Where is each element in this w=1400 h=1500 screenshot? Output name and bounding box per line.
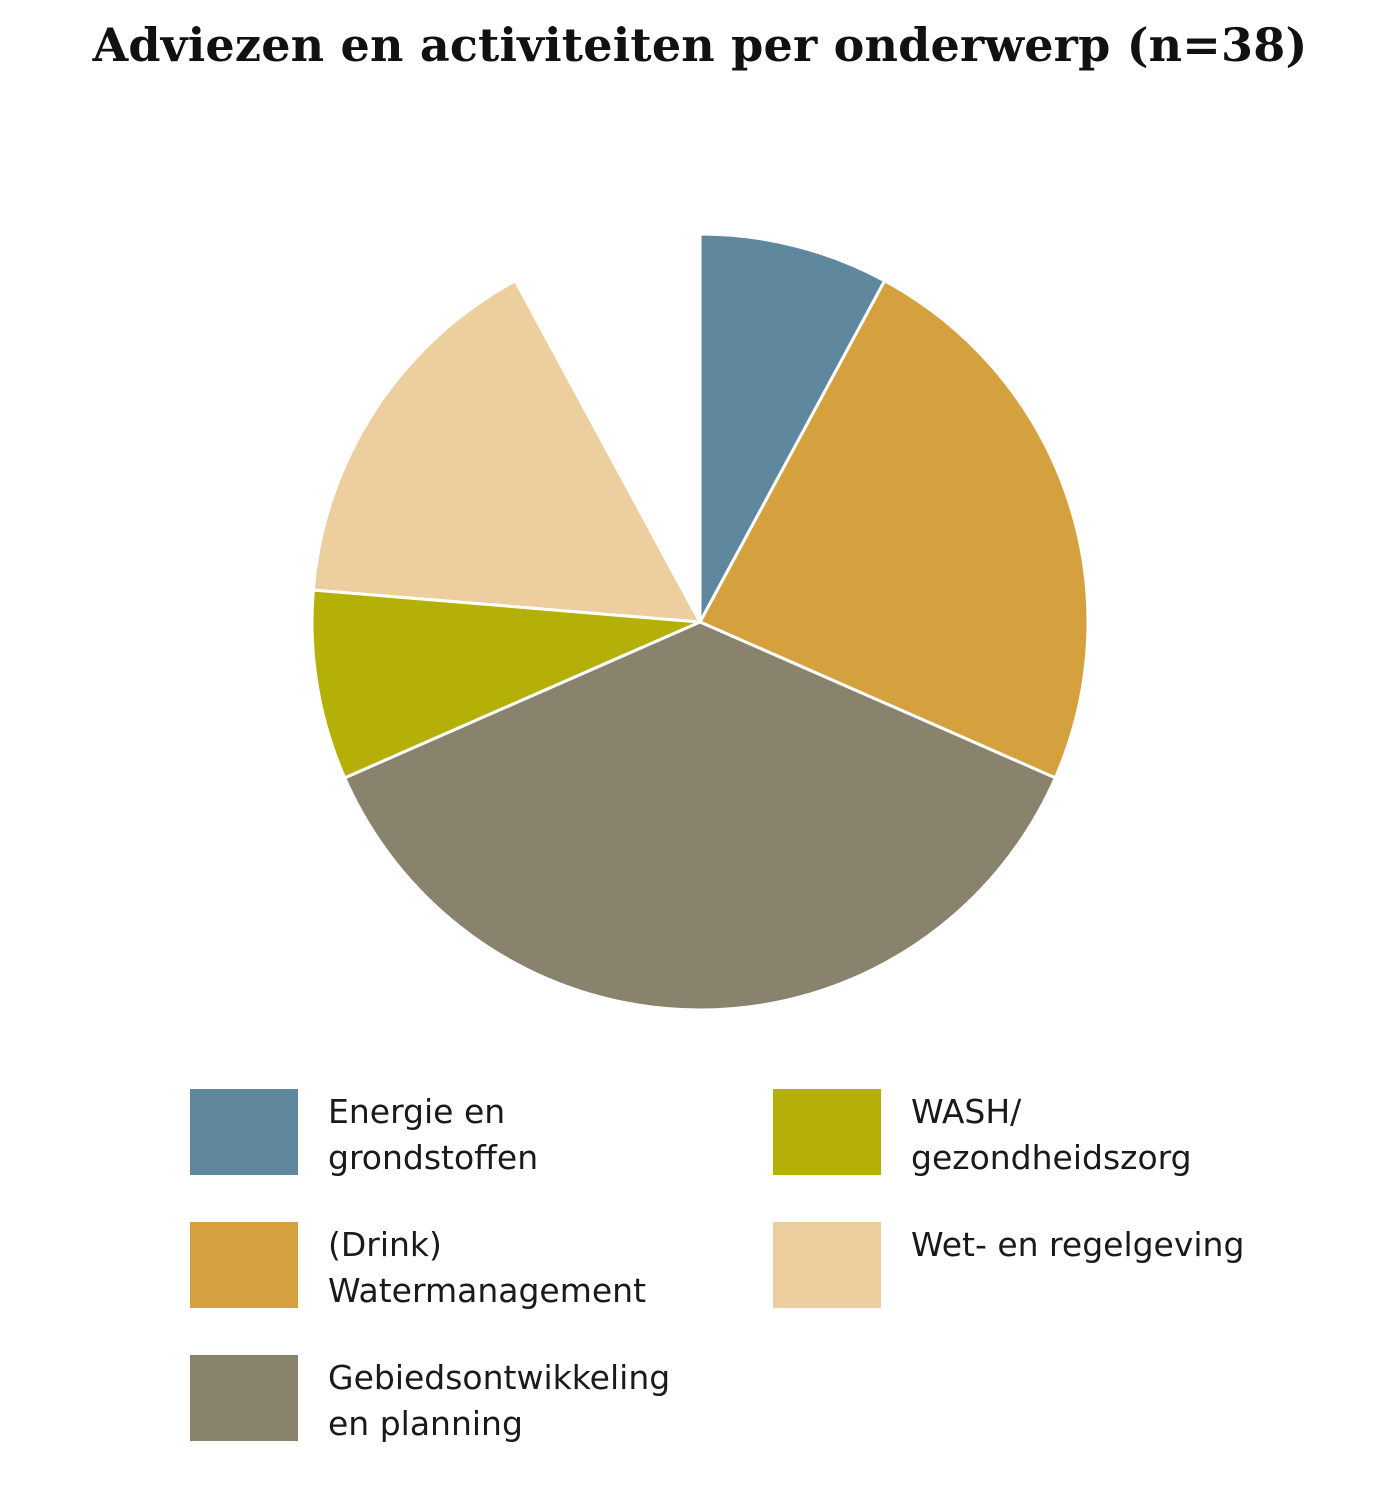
slice-wet-regelgeving	[311, 279, 702, 624]
slice-gebiedsontwikkeling	[343, 620, 1057, 1012]
slice-blank	[513, 232, 702, 624]
chart-title: Adviezen en activiteiten per onderwerp (…	[92, 18, 1308, 72]
slice-wash	[310, 588, 702, 780]
slice-energie	[698, 232, 887, 624]
slice-watermanagement	[698, 279, 1090, 780]
